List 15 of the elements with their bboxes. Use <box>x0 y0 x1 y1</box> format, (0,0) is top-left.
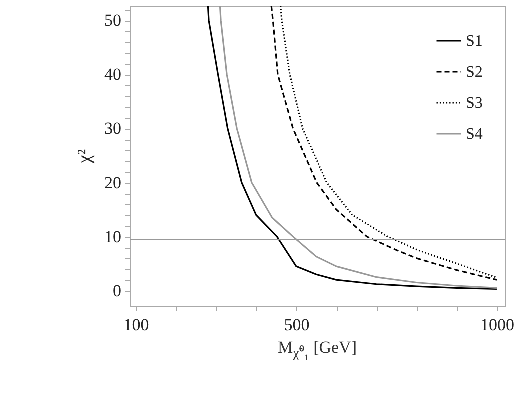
y-axis-title: χ² <box>74 149 96 165</box>
y-tick-label: 10 <box>104 227 122 246</box>
legend-label: S3 <box>466 95 483 112</box>
x-tick-label: 100 <box>124 316 150 334</box>
x-tick-label: 1000 <box>480 316 514 334</box>
x-tick-label: 500 <box>284 316 310 334</box>
y-tick-label: 30 <box>104 119 122 138</box>
legend-label: S2 <box>466 64 483 81</box>
x-axis-title: M$_{χ̃⁰₁}$ [GeV] <box>276 338 358 362</box>
y-tick-label: 20 <box>104 173 122 192</box>
legend-label: S4 <box>466 126 483 143</box>
y-tick-label: 0 <box>113 281 122 300</box>
y-tick-label: 40 <box>104 65 122 84</box>
legend-label: S1 <box>466 33 483 50</box>
y-tick-label: 50 <box>104 11 122 30</box>
